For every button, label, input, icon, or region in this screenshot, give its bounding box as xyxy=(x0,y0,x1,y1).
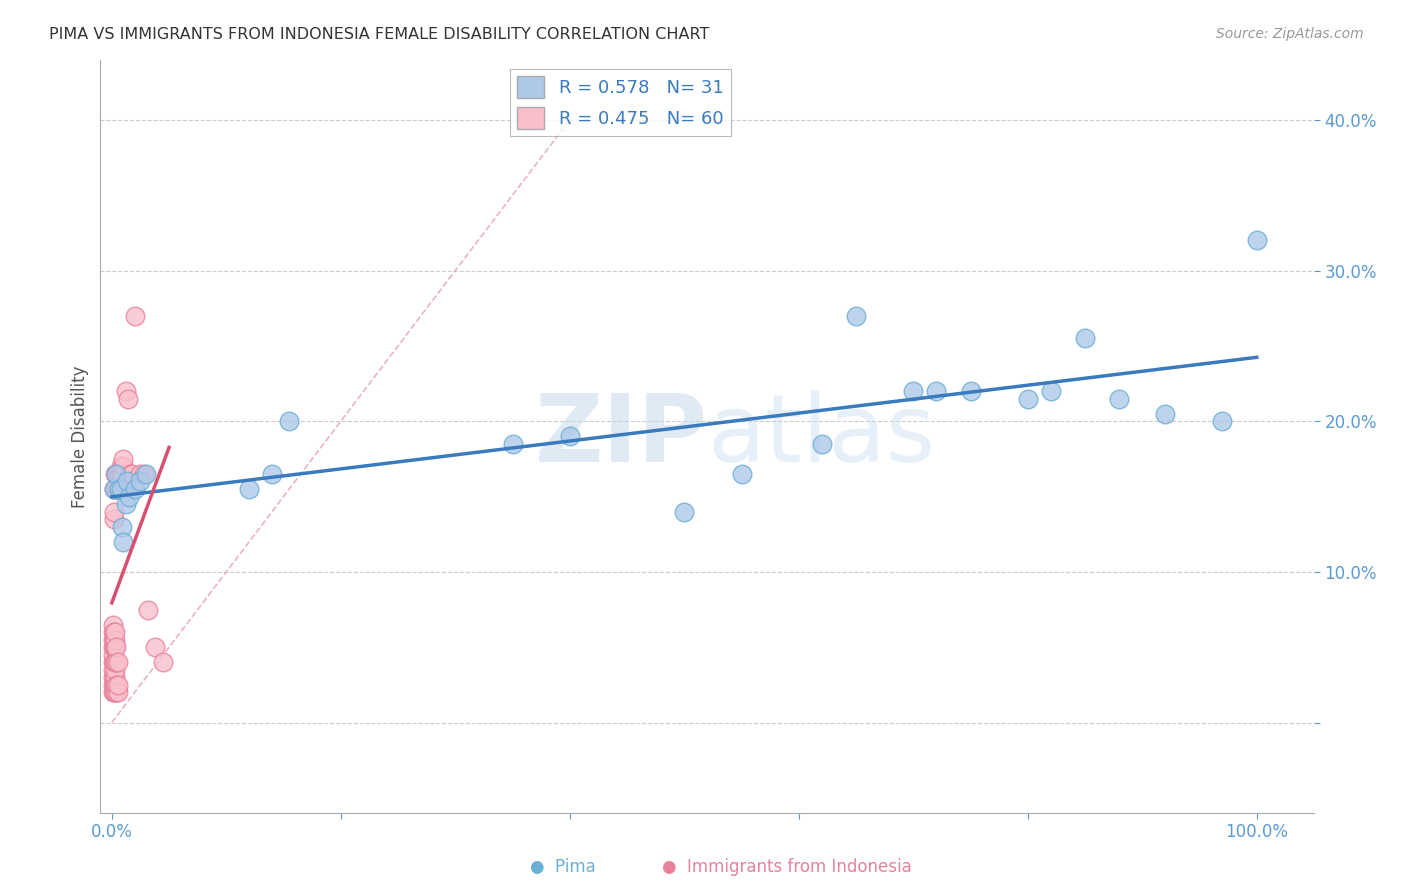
Point xyxy=(104,632,127,647)
Point xyxy=(262,467,284,481)
Point xyxy=(104,625,127,640)
Point xyxy=(111,519,134,533)
Point xyxy=(124,309,146,323)
Point xyxy=(107,482,129,496)
Point xyxy=(103,670,125,684)
Point xyxy=(108,467,131,481)
Point xyxy=(502,437,524,451)
Point xyxy=(107,655,129,669)
Point xyxy=(112,459,135,474)
Point xyxy=(108,482,131,496)
Point xyxy=(107,467,129,481)
Point xyxy=(103,625,125,640)
Point xyxy=(110,467,132,481)
Point xyxy=(101,648,124,662)
Point xyxy=(104,467,127,481)
Point xyxy=(101,678,124,692)
Point xyxy=(118,490,141,504)
Point xyxy=(104,663,127,677)
Point xyxy=(925,384,948,398)
Point xyxy=(129,475,152,489)
Point xyxy=(112,534,135,549)
Point xyxy=(101,663,124,677)
Point xyxy=(104,655,127,669)
Point xyxy=(111,467,134,481)
Point xyxy=(103,655,125,669)
Point xyxy=(101,655,124,669)
Point xyxy=(107,678,129,692)
Point xyxy=(1039,384,1062,398)
Text: atlas: atlas xyxy=(707,391,935,483)
Point xyxy=(114,497,136,511)
Point xyxy=(112,451,135,466)
Point xyxy=(129,467,152,481)
Point xyxy=(103,640,125,655)
Point xyxy=(103,512,125,526)
Point xyxy=(1154,407,1177,421)
Point xyxy=(1108,392,1130,406)
Point xyxy=(120,467,142,481)
Point xyxy=(110,482,132,496)
Point xyxy=(152,655,174,669)
Text: ZIP: ZIP xyxy=(534,391,707,483)
Text: PIMA VS IMMIGRANTS FROM INDONESIA FEMALE DISABILITY CORRELATION CHART: PIMA VS IMMIGRANTS FROM INDONESIA FEMALE… xyxy=(49,27,710,42)
Point xyxy=(903,384,925,398)
Point xyxy=(105,467,128,481)
Point xyxy=(101,632,124,647)
Point xyxy=(104,640,127,655)
Point xyxy=(105,685,128,699)
Point xyxy=(103,685,125,699)
Point xyxy=(101,685,124,699)
Point xyxy=(104,670,127,684)
Point xyxy=(673,505,696,519)
Point xyxy=(103,505,125,519)
Point xyxy=(730,467,752,481)
Point xyxy=(278,414,301,428)
Point xyxy=(959,384,981,398)
Point xyxy=(103,482,125,496)
Point xyxy=(107,685,129,699)
Point xyxy=(101,617,124,632)
Point xyxy=(138,602,160,616)
Point xyxy=(810,437,832,451)
Point xyxy=(132,467,155,481)
Point xyxy=(103,678,125,692)
Legend: R = 0.578   N= 31, R = 0.475   N= 60: R = 0.578 N= 31, R = 0.475 N= 60 xyxy=(510,69,731,136)
Point xyxy=(105,482,128,496)
Point xyxy=(1211,414,1233,428)
Point xyxy=(1246,233,1268,247)
Point xyxy=(558,429,581,443)
Point xyxy=(104,685,127,699)
Point xyxy=(845,309,868,323)
Point xyxy=(105,655,128,669)
Point xyxy=(135,467,157,481)
Point xyxy=(101,640,124,655)
Point xyxy=(121,467,143,481)
Point xyxy=(143,640,166,655)
Point xyxy=(105,640,128,655)
Point xyxy=(104,482,127,496)
Point xyxy=(1074,331,1097,345)
Point xyxy=(115,475,138,489)
Point xyxy=(105,678,128,692)
Point xyxy=(107,467,129,481)
Point xyxy=(1017,392,1039,406)
Point xyxy=(101,670,124,684)
Text: ●  Immigrants from Indonesia: ● Immigrants from Indonesia xyxy=(662,858,912,876)
Point xyxy=(110,459,132,474)
Point xyxy=(103,632,125,647)
Point xyxy=(117,392,139,406)
Y-axis label: Female Disability: Female Disability xyxy=(72,365,89,508)
Point xyxy=(103,482,125,496)
Point xyxy=(114,384,136,398)
Text: Source: ZipAtlas.com: Source: ZipAtlas.com xyxy=(1216,27,1364,41)
Text: ●  Pima: ● Pima xyxy=(530,858,595,876)
Point xyxy=(107,482,129,496)
Point xyxy=(104,678,127,692)
Point xyxy=(238,482,260,496)
Point xyxy=(105,467,128,481)
Point xyxy=(124,482,146,496)
Point xyxy=(107,482,129,496)
Point xyxy=(101,625,124,640)
